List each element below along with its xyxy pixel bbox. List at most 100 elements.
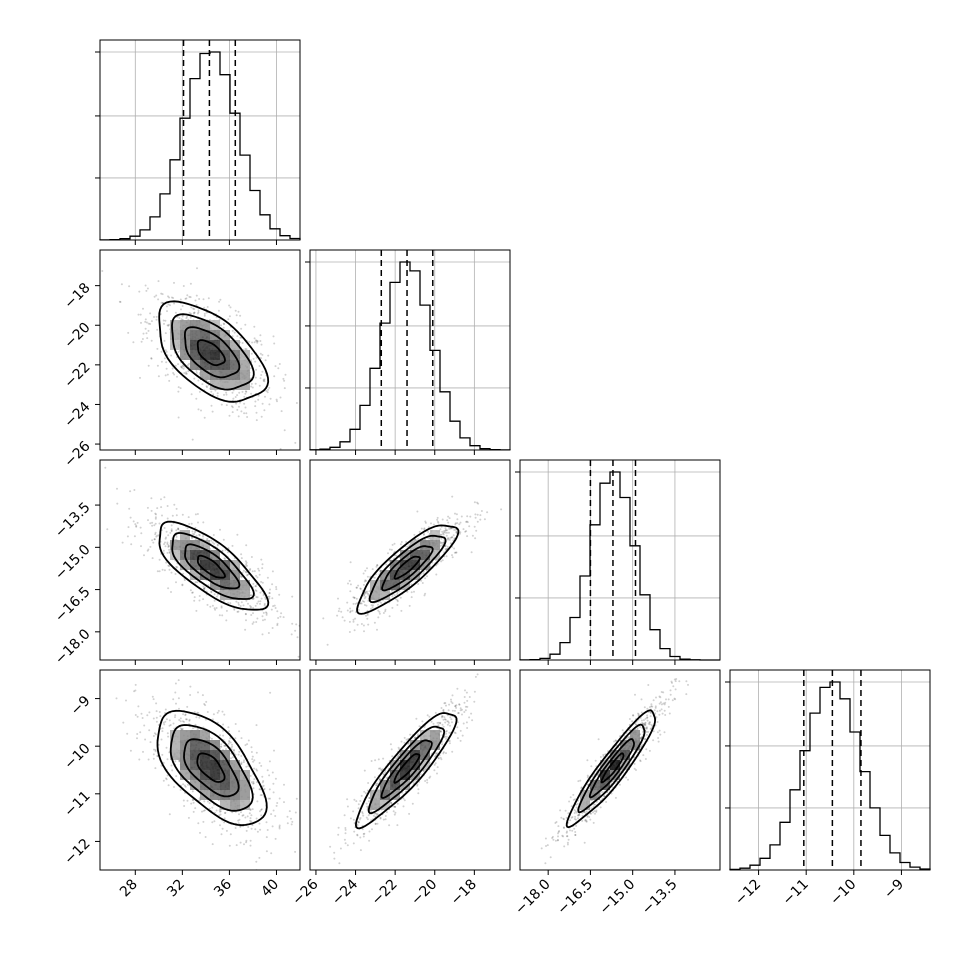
scatter-point bbox=[255, 724, 258, 727]
scatter-point bbox=[184, 714, 187, 717]
scatter-point bbox=[213, 542, 216, 545]
density-cell bbox=[380, 580, 390, 590]
scatter-point bbox=[333, 851, 336, 854]
scatter-point bbox=[185, 718, 188, 721]
scatter-point bbox=[385, 811, 388, 814]
scatter-point bbox=[189, 694, 192, 696]
scatter-point bbox=[294, 441, 297, 444]
scatter-point bbox=[253, 337, 256, 340]
scatter-point bbox=[440, 730, 442, 733]
scatter-point bbox=[179, 717, 182, 720]
scatter-point bbox=[255, 411, 258, 414]
scatter-point bbox=[193, 533, 196, 536]
scatter-point bbox=[164, 712, 166, 714]
scatter-point bbox=[156, 507, 159, 510]
scatter-point bbox=[260, 597, 263, 600]
scatter-point bbox=[283, 783, 285, 786]
scatter-point bbox=[172, 722, 175, 725]
scatter-point bbox=[475, 529, 478, 532]
scatter-point bbox=[154, 533, 157, 536]
scatter-point bbox=[244, 390, 247, 393]
scatter-point bbox=[257, 394, 260, 397]
scatter-point bbox=[357, 821, 360, 824]
scatter-point bbox=[175, 507, 178, 510]
scatter-point bbox=[251, 755, 254, 758]
scatter-point bbox=[376, 564, 379, 567]
scatter-point bbox=[276, 400, 278, 403]
scatter-point bbox=[231, 811, 234, 814]
scatter-point bbox=[447, 721, 450, 724]
scatter-point bbox=[169, 304, 171, 307]
scatter-point bbox=[161, 568, 164, 571]
scatter-point bbox=[223, 323, 226, 326]
scatter-point bbox=[245, 839, 248, 842]
scatter-point bbox=[408, 812, 411, 815]
scatter-point bbox=[265, 613, 268, 616]
panel-content bbox=[322, 495, 503, 646]
scatter-point bbox=[466, 705, 469, 708]
density-cell bbox=[200, 370, 210, 380]
scatter-point bbox=[466, 699, 469, 702]
scatter-point bbox=[165, 361, 168, 364]
scatter-point bbox=[441, 518, 444, 521]
scatter-point bbox=[147, 548, 150, 551]
scatter-point bbox=[451, 556, 454, 559]
scatter-point bbox=[256, 800, 259, 803]
scatter-point bbox=[253, 759, 256, 762]
scatter-point bbox=[249, 607, 252, 610]
scatter-point bbox=[340, 610, 343, 613]
scatter-point bbox=[151, 524, 154, 527]
scatter-point bbox=[646, 716, 649, 719]
scatter-point bbox=[355, 586, 358, 589]
scatter-point bbox=[251, 824, 254, 827]
scatter-point bbox=[357, 803, 360, 806]
scatter-point bbox=[343, 814, 346, 817]
scatter-point bbox=[245, 841, 248, 844]
scatter-point bbox=[429, 775, 432, 778]
scatter-point bbox=[674, 698, 677, 701]
scatter-point bbox=[396, 600, 399, 603]
scatter-point bbox=[279, 615, 282, 618]
scatter-point bbox=[349, 611, 352, 614]
scatter-point bbox=[237, 415, 240, 418]
scatter-point bbox=[448, 731, 451, 734]
scatter-point bbox=[278, 827, 281, 830]
scatter-point bbox=[349, 590, 352, 593]
scatter-point bbox=[258, 384, 261, 387]
scatter-point bbox=[166, 324, 169, 327]
scatter-point bbox=[447, 709, 450, 712]
scatter-point bbox=[260, 343, 263, 346]
scatter-point bbox=[174, 573, 177, 575]
scatter-point bbox=[175, 581, 177, 584]
density-cell bbox=[240, 790, 250, 800]
scatter-point bbox=[170, 296, 173, 299]
scatter-point bbox=[426, 781, 429, 784]
scatter-point bbox=[155, 294, 158, 297]
scatter-point bbox=[185, 718, 187, 721]
scatter-point bbox=[374, 823, 377, 825]
scatter-point bbox=[222, 729, 224, 732]
scatter-point bbox=[346, 798, 349, 801]
scatter-point bbox=[223, 821, 226, 824]
scatter-point bbox=[388, 615, 391, 618]
scatter-point bbox=[198, 534, 201, 537]
scatter-point bbox=[370, 604, 373, 607]
scatter-point bbox=[223, 599, 225, 602]
scatter-point bbox=[446, 545, 449, 548]
scatter-point bbox=[154, 512, 157, 515]
scatter-point bbox=[179, 387, 182, 390]
scatter-point bbox=[258, 569, 261, 572]
scatter-point bbox=[455, 531, 458, 534]
scatter-point bbox=[217, 709, 220, 712]
scatter-point bbox=[379, 817, 382, 820]
scatter-point bbox=[618, 783, 621, 786]
scatter-point bbox=[361, 828, 364, 831]
density-cell bbox=[220, 330, 230, 340]
scatter-point bbox=[283, 379, 286, 382]
scatter-point bbox=[375, 784, 377, 787]
scatter-point bbox=[673, 678, 676, 681]
scatter-point bbox=[178, 760, 181, 763]
scatter-point bbox=[175, 702, 177, 705]
scatter-point bbox=[127, 526, 130, 529]
density-cell bbox=[240, 800, 250, 810]
